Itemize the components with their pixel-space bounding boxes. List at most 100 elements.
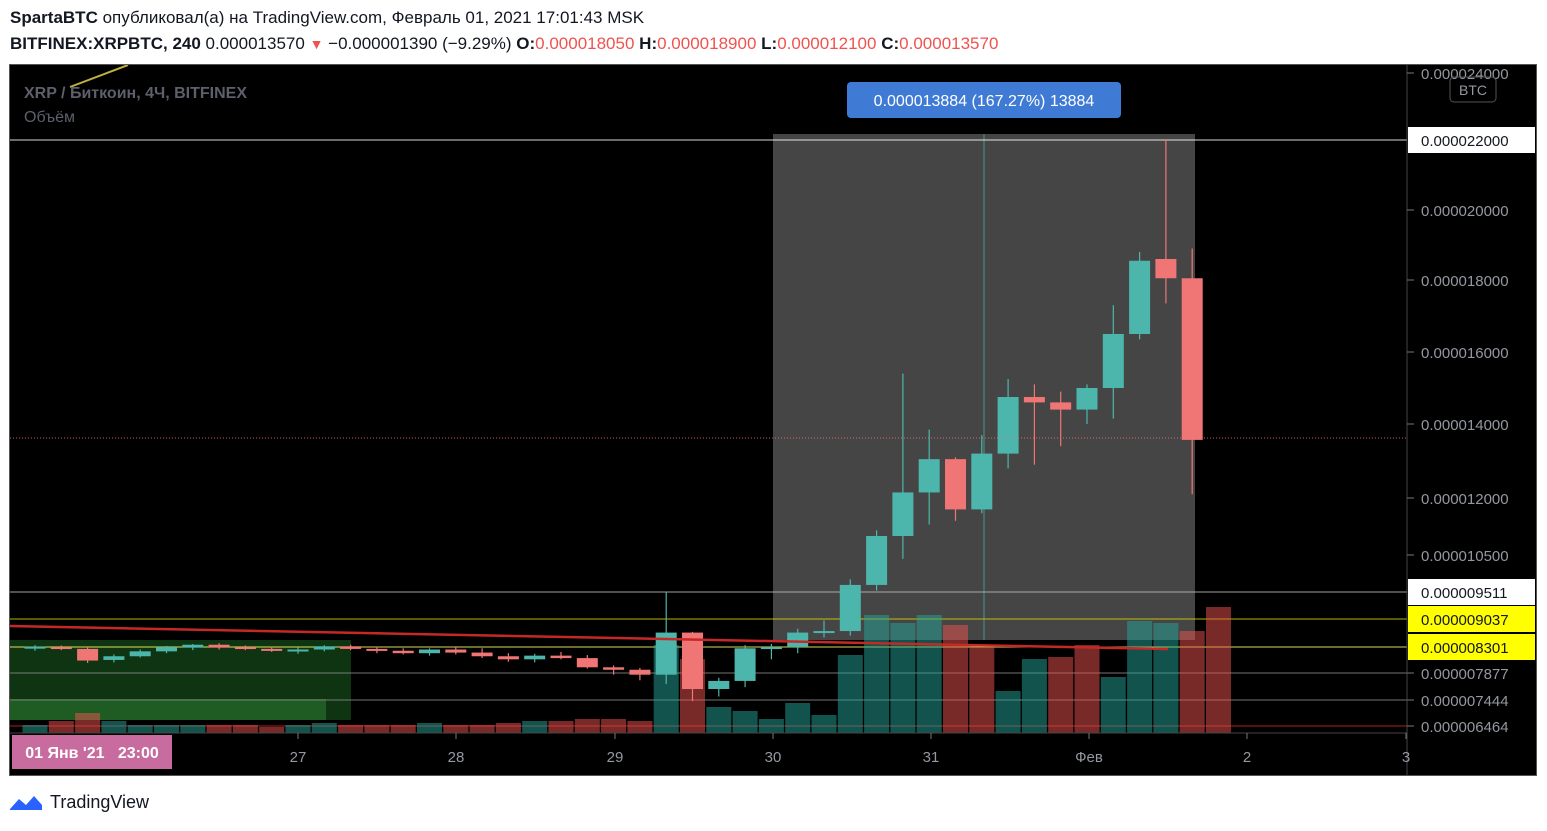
candle-body [971,453,993,510]
volume-bar [1048,657,1074,733]
candle-body [1129,260,1151,334]
volume-bar [75,713,101,733]
legend-title[interactable]: XRP / Биткоин, 4Ч, BITFINEX [24,85,247,102]
time-axis-label: 30 [765,749,782,766]
candle-body [182,644,204,648]
candle-body [471,652,493,657]
candle-body [734,648,756,681]
ohlc-line: BITFINEX:XRPBTC, 240 0.000013570 ▼ −0.00… [10,34,998,54]
volume-bar [1153,623,1179,733]
open-value: 0.000018050 [535,34,635,53]
volume-bar [601,719,627,733]
volume-bar [1100,677,1126,733]
candle-body [445,649,467,653]
close-label: C: [881,34,900,53]
candle-body [918,459,940,493]
candle-body [340,646,362,649]
open-label: O: [516,34,536,53]
candle-body [839,584,861,632]
volume-bar [48,721,74,733]
chart-area[interactable]: 0.000024000 0.000020000 0.000018000 0.00001… [9,64,1537,776]
candle-body [1155,259,1177,279]
price-level-label: 0.000009037 [1421,612,1509,629]
currency-button[interactable] [1449,76,1497,103]
volume-bar [706,707,732,733]
candle-body [682,632,703,690]
volume-bar [916,615,942,733]
close-value: 0.000013570 [899,34,999,53]
candle-body [156,647,177,652]
price-axis-label: 0.000020000 [1421,203,1509,220]
volume-bar [22,725,48,733]
demand-zone-inner [10,699,326,720]
volume-bar [364,725,390,733]
volume-bar [311,723,337,733]
volume-bar [995,691,1021,733]
candle-body [892,492,914,536]
price-level-label: 0.000008301 [1421,640,1509,657]
high-label: H: [639,34,658,53]
volume-bar [732,711,758,733]
candle-body [1102,334,1124,388]
low-value: 0.000012100 [777,34,877,53]
volume-bar [101,721,127,733]
volume-bar [259,727,285,733]
candle-body [524,655,546,660]
price-level-label-box [1408,579,1535,605]
candle-body [261,648,283,651]
last-price: 0.000013570 [205,34,305,53]
candle-body [813,631,835,634]
footer-brand[interactable]: TradingView [8,792,149,813]
volume-bar [969,647,995,733]
drawing-line[interactable] [69,65,129,88]
price-axis-label: 0.000012000 [1421,491,1509,508]
price-axis-label: 0.000006464 [1421,719,1509,736]
candle-body [50,647,72,650]
volume-bar [443,725,469,733]
time-axis-label: 28 [448,749,465,766]
currency-button-label: BTC [1459,82,1487,98]
candle-body [1076,388,1098,410]
candle-body [313,646,335,650]
candle-body [866,536,888,585]
candle-body [287,649,309,652]
volume-bar [1074,645,1100,733]
candle-body [366,648,388,651]
price-level-label-box [1408,606,1535,632]
candle-body [419,649,440,654]
measure-label-box [847,82,1121,118]
volume-bar [785,703,811,733]
legend-volume[interactable]: Объём [24,109,75,126]
candle-body [24,646,46,649]
date-tooltip: 01 Янв '21 23:00 [25,745,159,762]
price-axis-label: 0.000024000 [1421,66,1509,83]
price-level-label-box [1408,634,1535,660]
candle-body [603,667,625,670]
measure-label: 0.000013884 (167.27%) 13884 [874,93,1095,110]
candle-body [77,648,99,661]
candle-body [708,680,730,690]
price-level-label-box [1408,127,1535,153]
author-name[interactable]: SpartaBTC [10,8,98,27]
volume-bar [495,723,521,733]
volume-bar [1206,607,1231,733]
volume-bar [206,725,232,733]
volume-bar [864,615,890,733]
candle-body [1181,278,1203,440]
candlestick-chart[interactable]: 0.000024000 0.000020000 0.000018000 0.00001… [10,65,1536,775]
publish-line: SpartaBTC опубликовал(а) на TradingView.… [10,8,644,28]
candle-body [234,647,256,650]
volume-bar [338,725,364,733]
volume-bar [232,725,258,733]
volume-bar [548,721,574,733]
candle-body [655,632,677,675]
published-text: опубликовал(а) на TradingView.com, Февра… [102,8,645,27]
candle-body [1023,397,1045,403]
volume-bar [1179,631,1205,733]
symbol-label: BITFINEX:XRPBTC, 240 [10,34,201,53]
low-label: L: [761,34,778,53]
volume-bar [758,719,784,733]
volume-bar [627,721,653,733]
trend-line[interactable] [10,624,1169,651]
volume-bar [469,725,495,733]
